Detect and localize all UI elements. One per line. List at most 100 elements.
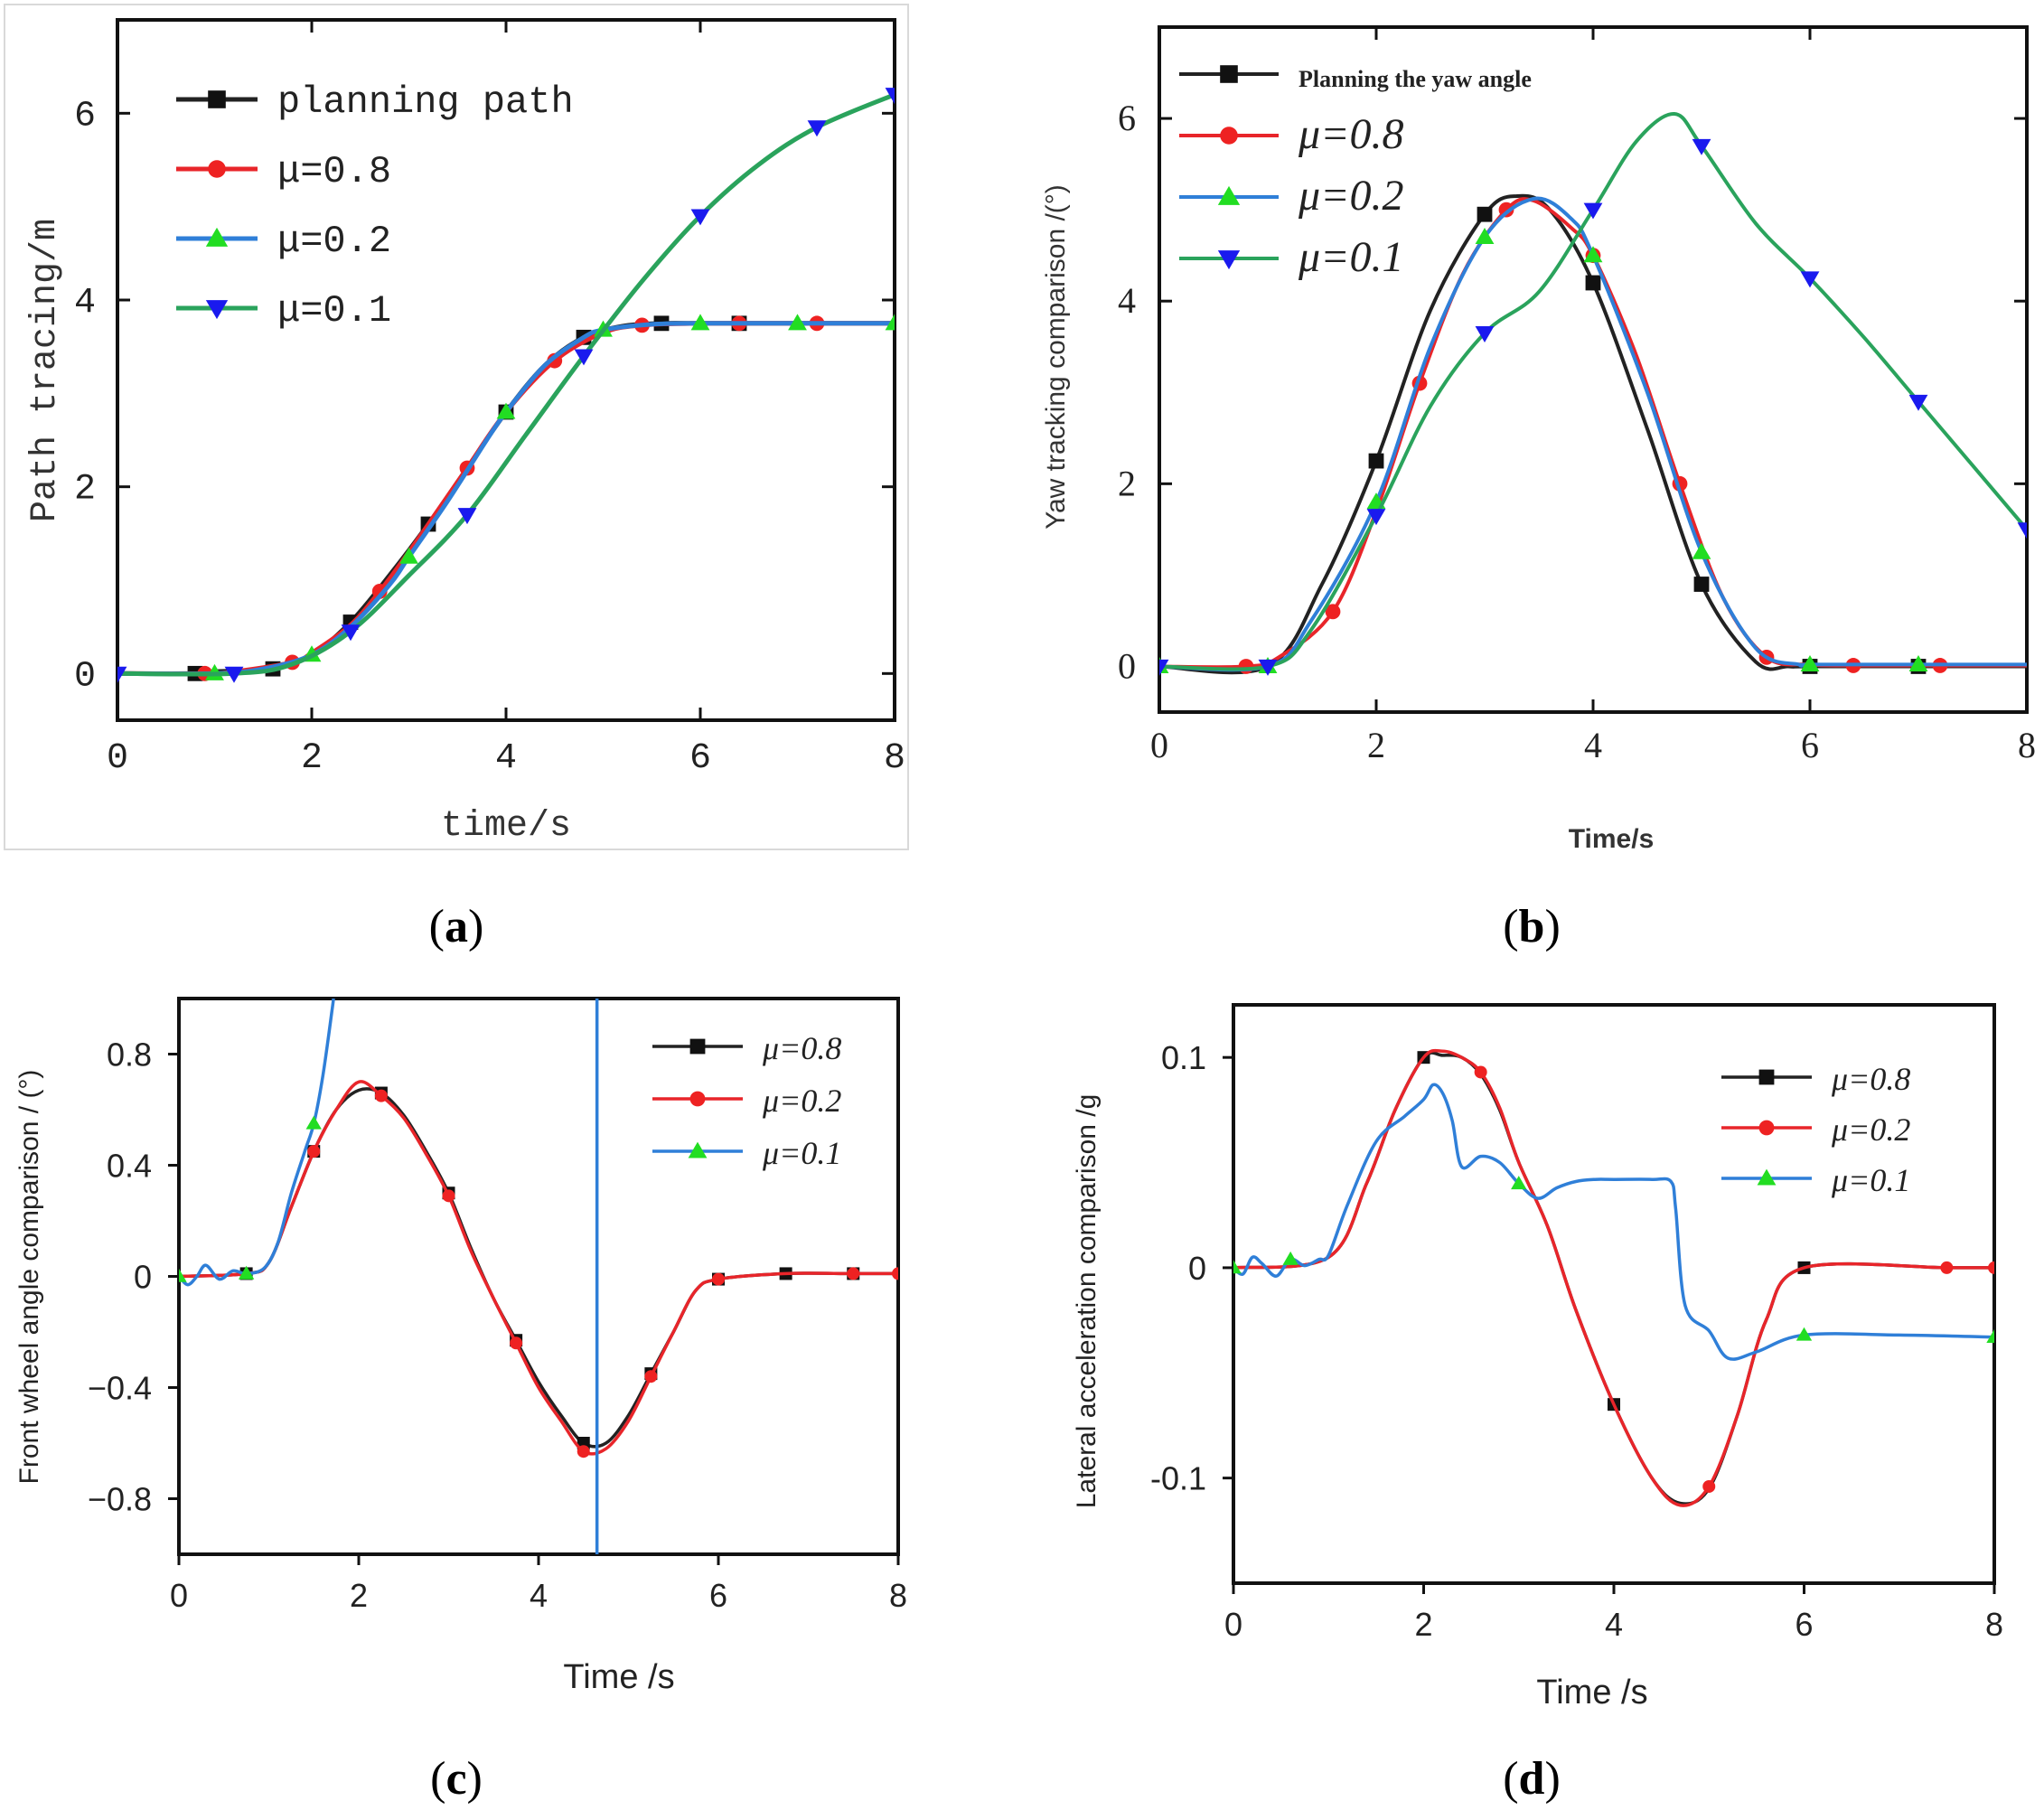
panel-b-series-line-2 (1159, 196, 2027, 672)
panel-b-series-1-marker (1498, 202, 1514, 218)
panel-b-series (1159, 112, 2027, 676)
panel-a-ytick-label: 0 (74, 656, 96, 697)
panel-b-series-3-marker (1366, 509, 1386, 526)
panel-d-series-1-marker (1940, 1261, 1954, 1274)
panel-a-xtick-label: 2 (301, 738, 323, 779)
panel-d-caption: (d) (1503, 1753, 1561, 1805)
panel-c-series-1-marker (892, 1267, 898, 1280)
panel-a-ytick-label: 4 (74, 283, 96, 324)
panel-a-y-axis-label: Path tracing/m (25, 219, 66, 522)
panel-a-ytick-label: 2 (74, 470, 96, 511)
panel-a-legend: planning path μ=0.8 μ=0.2 μ=0.1 (176, 80, 574, 333)
panel-d-x-axis-label: Time /s (1536, 1674, 1647, 1712)
panel-a-xtick-label: 8 (884, 738, 905, 779)
panel-d-xtick-label: 6 (1795, 1606, 1813, 1643)
panel-a-legend-marker-1 (208, 160, 226, 178)
panel-c-legend: μ=0.8 μ=0.2 μ=0.1 (652, 1030, 841, 1171)
panel-c-ytick-label: 0.8 (107, 1036, 152, 1074)
panel-b-series-1-marker (1238, 659, 1254, 674)
panel-c-y-axis-label: Front wheel angle comparison / (°) (14, 1070, 44, 1485)
panel-c-series-2-marker (238, 1265, 255, 1280)
panel-d-lateral-acceleration: 0 2 4 6 8 -0.1 0 0.1 μ=0.8 μ=0.2 μ=0.1 Time /s La… (1072, 1003, 2003, 1805)
panel-a-caption: (a) (429, 901, 484, 952)
panel-a-legend-label-0: planning path (277, 80, 574, 124)
panel-c-caption-letter: c (445, 1753, 466, 1805)
panel-a-path-tracing: 0 2 4 6 8 0 2 4 6 planning path μ=0.8 μ=0.2 μ=0.1 t… (4, 4, 909, 952)
panel-b-series-line-0 (1159, 193, 2027, 675)
panel-c-xtick-label: 6 (709, 1577, 727, 1614)
panel-c-series-line-2 (179, 999, 335, 1287)
panel-a-series-2-marker (690, 314, 710, 331)
panel-c-legend-marker-0 (689, 1038, 706, 1055)
panel-b-series-3-marker (1258, 659, 1278, 676)
panel-c-series-2-marker (179, 1268, 187, 1282)
panel-b-series-2-marker (1800, 655, 1820, 672)
panel-c-series (179, 999, 898, 1554)
panel-c-series-2-marker (305, 1115, 322, 1130)
panel-c-legend-label-0: μ=0.8 (762, 1030, 841, 1066)
panel-b-plot-frame (1158, 25, 2029, 714)
panel-a-xtick-label: 0 (107, 738, 128, 779)
panel-d-ytick-label: -0.1 (1150, 1460, 1206, 1497)
panel-a-x-axis-label: time/s (441, 806, 571, 847)
panel-a-series-line-3 (117, 92, 895, 677)
panel-b-legend-label-0: Planning the yaw angle (1299, 66, 1532, 92)
panel-a-series (117, 88, 895, 683)
panel-d-legend-label-0: μ=0.8 (1831, 1061, 1910, 1097)
panel-a-series-line-2 (117, 321, 895, 677)
panel-b-legend-marker-0 (1220, 65, 1238, 83)
panel-a-legend-marker-0 (208, 90, 226, 108)
panel-b-series-3-marker (1159, 659, 1169, 676)
panel-a-xtick-label: 6 (689, 738, 711, 779)
panel-a-ticks: 0 2 4 6 8 0 2 4 6 (74, 20, 905, 779)
panel-c-series-1-marker (442, 1189, 455, 1203)
panel-d-xtick-label: 8 (1985, 1606, 2003, 1643)
panel-a-series-2-marker (788, 314, 807, 331)
panel-b-yaw-tracking: 0 2 4 6 8 0 2 4 6 Planning the yaw angle μ=0.8 μ=0… (1041, 25, 2036, 952)
panel-c-ytick-label: 0 (134, 1259, 152, 1296)
panel-c-xtick-label: 2 (350, 1577, 368, 1614)
panel-a-plot-frame (116, 18, 896, 722)
panel-a-xtick-label: 4 (495, 738, 517, 779)
panel-d-legend-label-2: μ=0.1 (1831, 1162, 1910, 1198)
panel-d-xtick-label: 0 (1224, 1606, 1242, 1643)
panel-c-ytick-label: −0.4 (88, 1370, 152, 1407)
panel-c-legend-label-1: μ=0.2 (762, 1083, 841, 1119)
panel-b-series-3-marker (1800, 271, 1820, 288)
panel-d-series-2-marker (1233, 1260, 1242, 1274)
panel-b-caption-letter: b (1519, 901, 1545, 952)
panel-b-series-0-marker (1368, 453, 1384, 469)
panel-a-series-3-marker (885, 88, 895, 105)
panel-b-series-2-marker (1908, 655, 1928, 672)
panel-c-ytick-label: −0.8 (88, 1481, 152, 1518)
panel-b-series-3-marker (1692, 138, 1711, 155)
panel-b-legend-label-3: μ=0.1 (1298, 233, 1403, 281)
panel-a-series-2-marker (399, 547, 418, 564)
panel-d-series-2-marker (1986, 1329, 1994, 1344)
panel-a-legend-marker-3 (205, 300, 229, 320)
panel-d-legend: μ=0.8 μ=0.2 μ=0.1 (1721, 1061, 1910, 1198)
panel-d-xtick-label: 2 (1414, 1606, 1432, 1643)
panel-a-legend-label-1: μ=0.8 (277, 150, 391, 193)
panel-c-xtick-label: 4 (530, 1577, 548, 1614)
panel-d-legend-label-1: μ=0.2 (1831, 1111, 1910, 1148)
panel-d-series-2-marker (1511, 1176, 1527, 1190)
panel-a-series-3-marker (457, 508, 477, 525)
panel-c-legend-marker-1 (689, 1091, 706, 1107)
panel-a-border (4, 4, 909, 850)
panel-c-legend-marker-2 (688, 1141, 708, 1158)
panel-d-ticks: 0 2 4 6 8 -0.1 0 0.1 (1150, 1039, 2003, 1643)
panel-b-legend-label-1: μ=0.8 (1298, 110, 1403, 158)
panel-b-ticks: 0 2 4 6 8 0 2 4 6 (1118, 27, 2036, 765)
panel-a-legend-label-2: μ=0.2 (277, 220, 391, 263)
panel-d-series-1-marker (1988, 1261, 1994, 1274)
panel-d-ytick-label: 0 (1188, 1250, 1206, 1287)
panel-a-legend-label-3: μ=0.1 (277, 289, 391, 333)
panel-b-series-line-3 (1159, 112, 2027, 671)
panel-b-xtick-label: 2 (1367, 725, 1385, 765)
panel-a-series-3-marker (807, 120, 827, 137)
panel-d-series-1-marker (1474, 1065, 1487, 1079)
panel-b-xtick-label: 6 (1801, 725, 1819, 765)
panel-b-ytick-label: 2 (1118, 463, 1136, 503)
panel-c-caption: (c) (430, 1753, 483, 1805)
